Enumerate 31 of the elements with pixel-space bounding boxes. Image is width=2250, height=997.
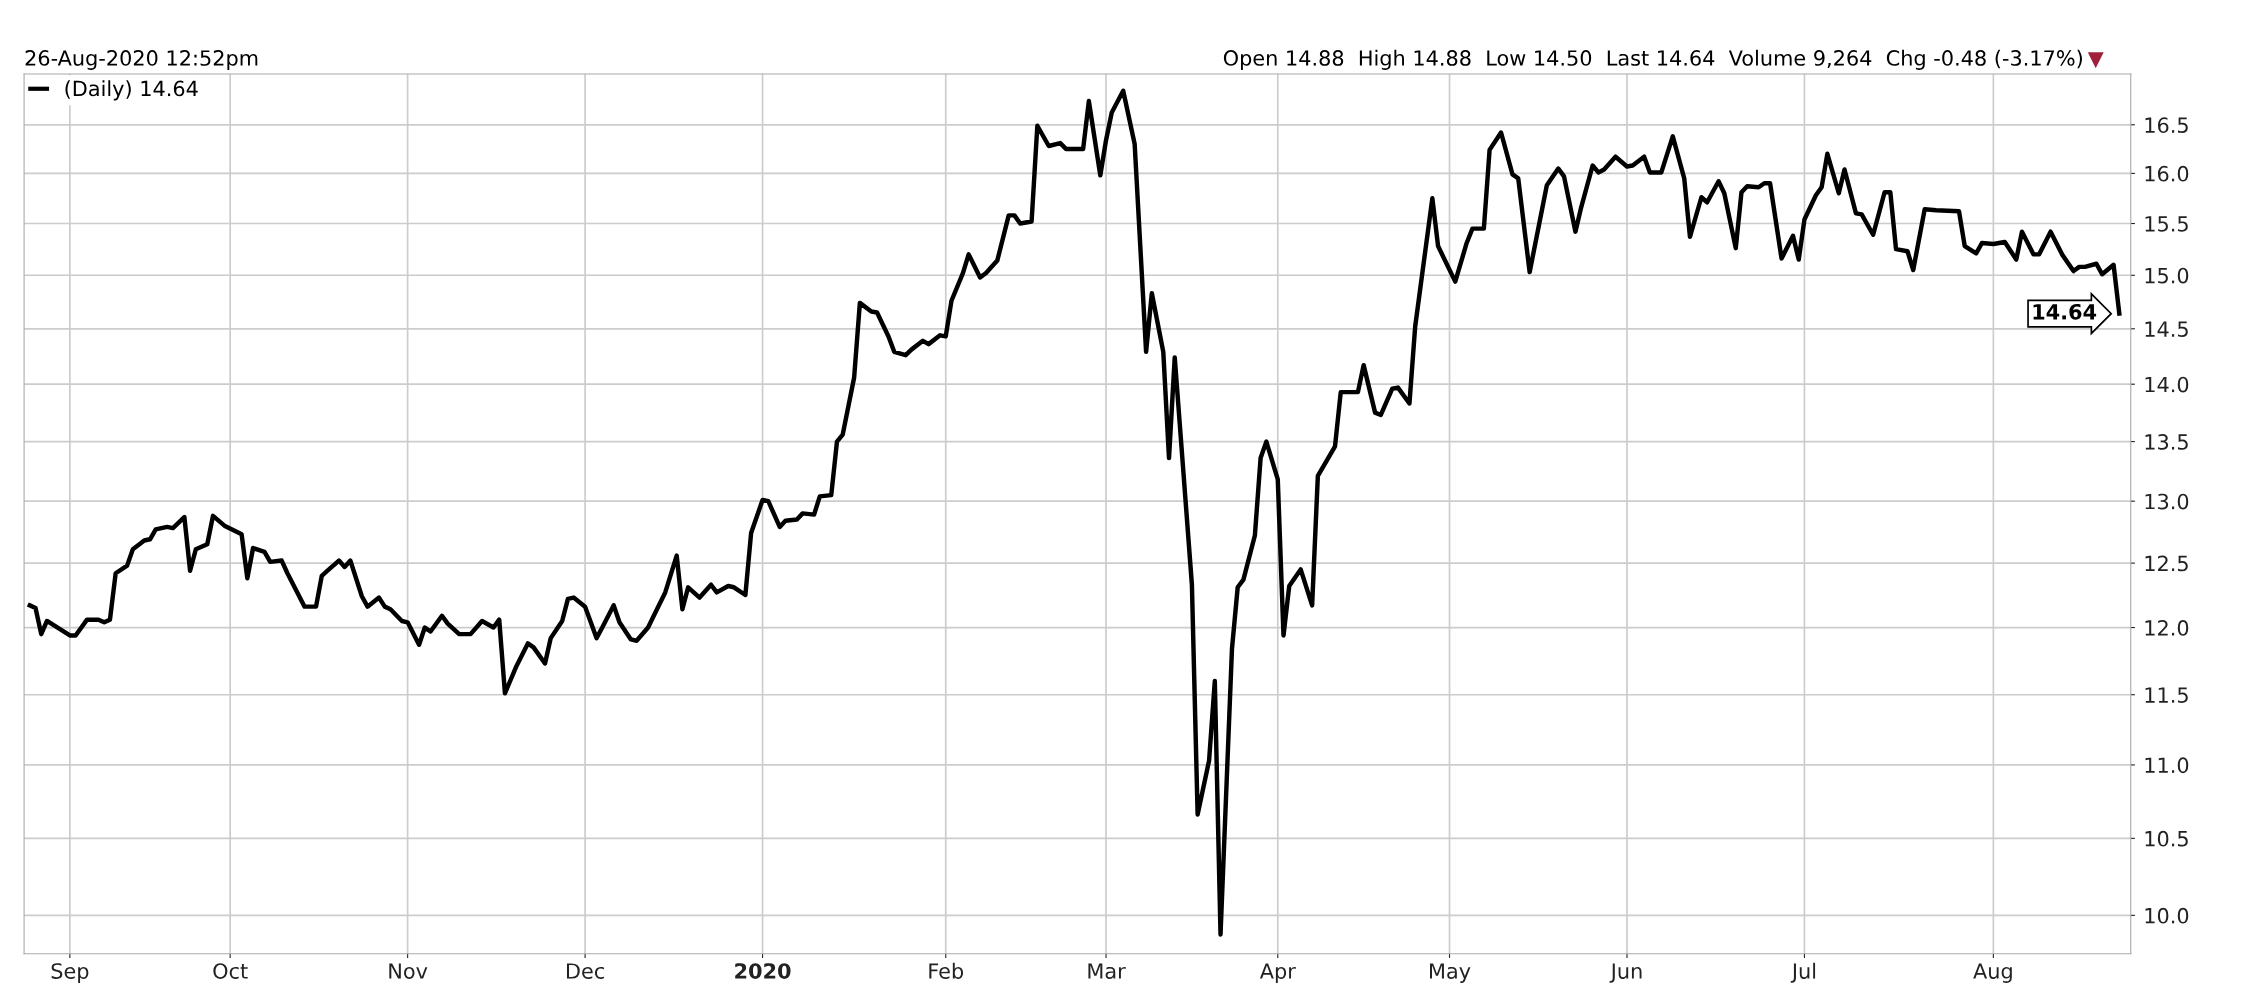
y-tick-label: 16.0 [2145, 165, 2189, 182]
y-tick-label: 15.0 [2145, 267, 2189, 284]
y-tick-label: 11.0 [2145, 757, 2189, 774]
y-tick-label: 15.5 [2145, 216, 2188, 232]
chart-subtitle: 26-Aug-2020 12:52pm [25, 50, 258, 70]
x-tick-label: Feb [929, 962, 964, 979]
y-tick-label: 16.5 [2145, 117, 2188, 134]
legend-label: (Daily) 14.64 [65, 80, 198, 101]
x-tick-label: Apr [1259, 963, 1296, 983]
x-tick-label: Nov [389, 963, 428, 979]
y-tick-label: 10.0 [2145, 907, 2189, 924]
text: Open 14.88 High 14.88 Low 14.50 Last 14.64 Volume 9,264 Chg -0.48 (-3.17%) [1223, 49, 2082, 70]
x-tick-label: 2020 [735, 963, 791, 979]
y-tick-label: 12.0 [2145, 620, 2189, 636]
x-tick-label: Dec [566, 963, 604, 979]
y-tick-label: 11.5 [2145, 687, 2188, 703]
x-tick-label: Sep [51, 963, 89, 983]
y-tick-label: 13.5 [2145, 434, 2188, 450]
y-tick-label: 14.5 [2145, 321, 2188, 338]
y-tick-label: 13.0 [2145, 493, 2189, 510]
x-tick-label: Jul [1790, 962, 1816, 983]
x-tick-label: Jun [1609, 963, 1642, 983]
y-tick-label: 10.5 [2145, 830, 2188, 847]
x-tick-label: Aug [1973, 963, 2012, 983]
annotation: 14.64 [2033, 303, 2097, 320]
text: ▼ [2087, 52, 2104, 69]
y-tick-label: 12.5 [2145, 555, 2188, 572]
x-tick-label: Mar [1088, 963, 1126, 979]
x-tick-label: Oct [213, 963, 248, 979]
x-tick-label: May [1430, 963, 1471, 983]
y-tick-label: 14.0 [2145, 376, 2189, 393]
